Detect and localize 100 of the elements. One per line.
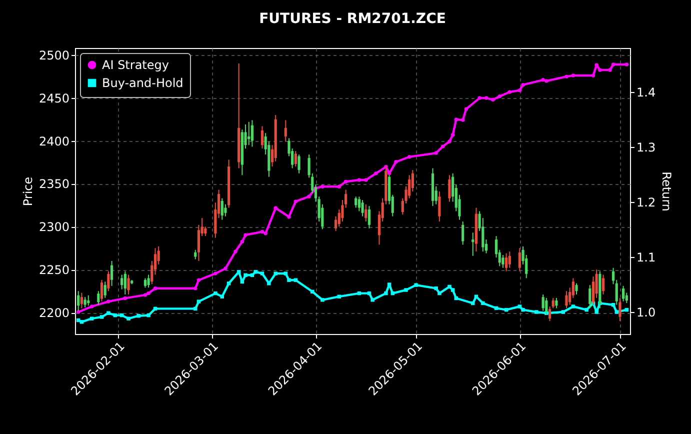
candlestick — [368, 206, 371, 229]
candlestick — [294, 150, 297, 168]
point — [608, 68, 612, 72]
point — [143, 293, 148, 297]
point — [260, 230, 264, 234]
y2-axis-title: Return — [660, 172, 674, 212]
candlestick — [284, 120, 287, 142]
point — [434, 151, 438, 155]
point — [240, 240, 244, 244]
point — [364, 178, 368, 182]
candlestick — [127, 274, 130, 295]
point — [234, 250, 238, 254]
candlestick — [84, 296, 86, 308]
y-tick-label: 2450 — [38, 91, 70, 106]
candlestick — [204, 226, 207, 237]
candlestick — [361, 200, 364, 217]
point — [440, 144, 445, 148]
point — [214, 272, 218, 276]
point — [224, 266, 228, 270]
point — [123, 296, 128, 300]
y2-tick-label: 1.4 — [636, 86, 656, 100]
point — [448, 140, 452, 144]
y-tick-label: 2350 — [38, 177, 70, 192]
candlestick — [364, 204, 368, 222]
point — [498, 94, 502, 98]
candlestick — [548, 306, 552, 322]
candlestick — [110, 260, 114, 286]
candlestick — [595, 269, 598, 298]
y-axis-title: Price — [20, 176, 35, 206]
point — [374, 172, 378, 176]
point — [591, 74, 596, 78]
candlestick — [555, 297, 558, 309]
candlestick — [502, 254, 504, 268]
point — [264, 231, 268, 236]
point — [357, 178, 362, 182]
candlestick — [97, 290, 100, 306]
point — [598, 68, 602, 72]
candlestick — [144, 278, 147, 288]
point — [564, 74, 568, 78]
candlestick — [542, 294, 544, 312]
candlestick — [438, 190, 441, 222]
candlestick — [248, 121, 250, 146]
candlestick — [518, 248, 521, 272]
point — [464, 107, 468, 111]
y2-tick-label: 1.0 — [636, 306, 656, 320]
point — [521, 82, 525, 87]
candlestick — [354, 196, 358, 208]
candlestick — [508, 251, 511, 268]
candlestick — [260, 126, 264, 149]
candlestick — [80, 292, 83, 309]
point — [518, 88, 522, 92]
legend-label: Buy-and-Hold — [102, 76, 184, 90]
point — [294, 200, 298, 204]
candlestick — [565, 290, 568, 309]
point — [394, 160, 398, 164]
candlestick — [552, 297, 554, 309]
point — [196, 278, 201, 282]
point — [193, 286, 198, 290]
point — [76, 310, 80, 314]
point — [407, 155, 412, 159]
point — [454, 118, 458, 122]
candlestick — [622, 285, 625, 302]
point — [146, 291, 150, 296]
point — [450, 133, 455, 137]
candlestick — [100, 279, 104, 302]
y2-tick-label: 1.1 — [636, 250, 656, 264]
point — [508, 90, 512, 94]
point — [344, 180, 348, 184]
candlestick — [87, 294, 90, 306]
point — [460, 118, 465, 122]
candlestick — [602, 274, 605, 295]
point — [287, 214, 291, 219]
chart-title: FUTURES - RM2701.ZCE — [259, 11, 446, 27]
candlestick — [220, 198, 224, 220]
y-tick-label: 2250 — [38, 263, 70, 278]
candlestick — [462, 220, 464, 246]
candlestick — [224, 204, 227, 217]
point — [153, 286, 158, 290]
point — [544, 79, 548, 83]
candlestick — [124, 270, 126, 295]
y-tick-label: 2400 — [38, 134, 70, 148]
candlestick — [618, 297, 622, 322]
candlestick — [448, 174, 451, 202]
candlestick — [504, 252, 508, 272]
point — [594, 63, 598, 67]
point — [244, 233, 248, 237]
point — [320, 184, 324, 188]
candlestick — [250, 120, 254, 148]
point — [491, 98, 495, 102]
point — [624, 62, 629, 66]
legend-label: AI Strategy — [102, 58, 169, 72]
y2-tick-label: 1.3 — [636, 140, 656, 154]
point — [307, 194, 311, 198]
candlestick — [298, 154, 300, 174]
candlestick — [472, 232, 474, 256]
point — [541, 78, 545, 82]
point — [484, 96, 488, 100]
y-tick-label: 2500 — [38, 48, 70, 62]
point — [571, 74, 576, 78]
point — [90, 304, 94, 308]
